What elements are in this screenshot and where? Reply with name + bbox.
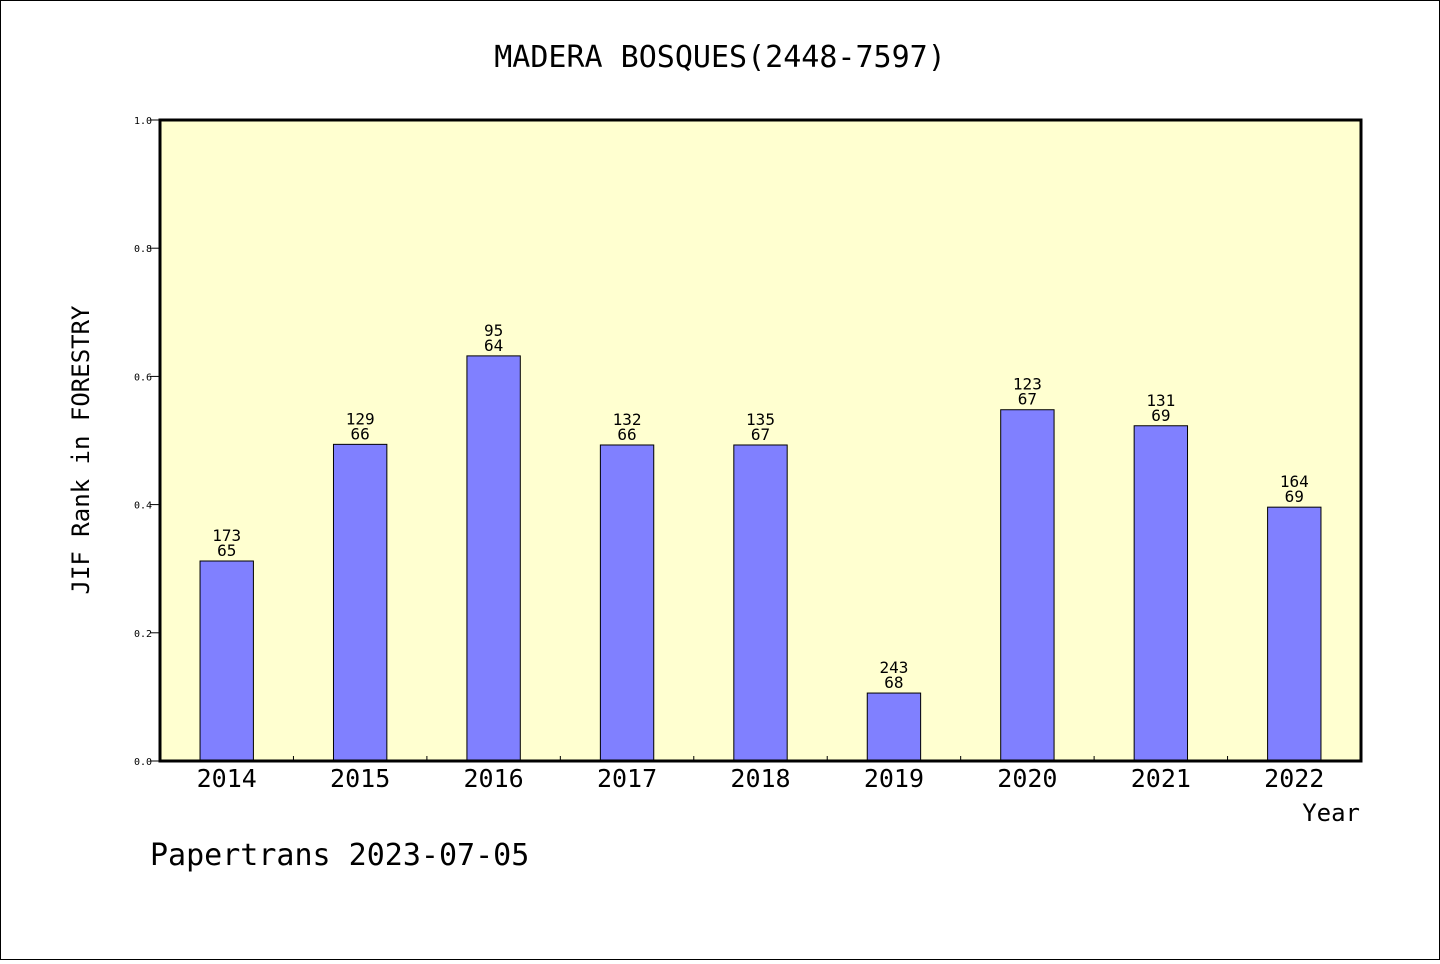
x-tick-label: 2014 bbox=[197, 764, 257, 793]
bar-annotation-rank: 123 bbox=[1013, 375, 1042, 394]
bar-annotation-rank: 95 bbox=[484, 321, 503, 340]
x-tick-label: 2015 bbox=[330, 764, 390, 793]
x-tick-label: 2018 bbox=[730, 764, 790, 793]
bar-annotation-total: 65 bbox=[217, 541, 236, 560]
x-tick-label: 2019 bbox=[864, 764, 924, 793]
bar-annotation-rank: 135 bbox=[746, 410, 775, 429]
bar-2014 bbox=[199, 560, 254, 762]
x-tick-label: 2017 bbox=[597, 764, 657, 793]
bar-annotation-total: 64 bbox=[484, 336, 503, 355]
bar-annotation-rank: 132 bbox=[613, 410, 642, 429]
bar-annotation-rank: 131 bbox=[1146, 391, 1175, 410]
y-tick-label: 1.0 bbox=[134, 116, 152, 127]
y-tick-label: 0.8 bbox=[134, 244, 152, 255]
bar-2021 bbox=[1133, 425, 1189, 762]
y-axis: 0.0 0.2 0.4 0.6 0.8 1.0 bbox=[134, 116, 160, 768]
bar-annotation-rank: 173 bbox=[212, 526, 241, 545]
x-axis: 2014 2015 2016 2017 2018 2019 2020 2021 2022 bbox=[197, 756, 1324, 793]
footer-credit: Papertrans 2023-07-05 bbox=[150, 838, 529, 873]
y-tick-label: 0.2 bbox=[134, 629, 152, 640]
x-tick-label: 2016 bbox=[464, 764, 524, 793]
bar-annotation-total: 67 bbox=[1018, 390, 1037, 409]
bar-annotation-total: 68 bbox=[884, 673, 903, 692]
bar-annotation-total: 69 bbox=[1285, 487, 1304, 506]
bar-2015 bbox=[332, 443, 388, 762]
bar-annotation-total: 66 bbox=[351, 424, 370, 443]
bar-2016 bbox=[466, 355, 521, 762]
x-tick-label: 2020 bbox=[997, 764, 1057, 793]
bar-2018 bbox=[733, 444, 788, 762]
bar-annotation-total: 66 bbox=[617, 425, 636, 444]
bar-2022 bbox=[1267, 506, 1322, 762]
y-tick-label: 0.4 bbox=[134, 501, 152, 512]
x-tick-label: 2021 bbox=[1131, 764, 1191, 793]
x-axis-label: Year bbox=[1302, 799, 1360, 827]
chart-title: MADERA BOSQUES(2448-7597) bbox=[494, 40, 946, 75]
bar-annotation-rank: 243 bbox=[879, 658, 908, 677]
y-tick-label: 0.6 bbox=[134, 372, 152, 383]
bar-annotation-total: 67 bbox=[751, 425, 770, 444]
bar-annotation-total: 69 bbox=[1151, 406, 1170, 425]
bar-2019 bbox=[866, 692, 922, 762]
y-axis-label: JIF Rank in FORESTRY bbox=[67, 305, 95, 595]
bar-annotation-rank: 164 bbox=[1280, 472, 1309, 491]
bar-annotation-rank: 129 bbox=[346, 409, 375, 428]
plot-border bbox=[158, 118, 1363, 763]
x-tick-label: 2022 bbox=[1264, 764, 1324, 793]
y-tick-label: 0.0 bbox=[134, 757, 152, 768]
bar-2020 bbox=[1000, 409, 1055, 762]
bar-2017 bbox=[599, 444, 655, 762]
